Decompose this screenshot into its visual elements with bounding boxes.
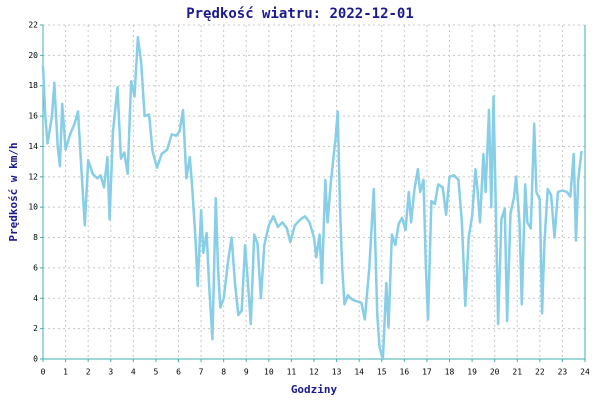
y-tick-label: 22	[28, 21, 38, 30]
line-series	[41, 35, 583, 361]
x-tick-label: 2	[86, 368, 91, 377]
x-tick-label: 10	[264, 368, 274, 377]
x-tick-label: 11	[287, 368, 297, 377]
x-tick-label: 12	[309, 368, 319, 377]
y-tick-label: 4	[33, 294, 38, 303]
y-tick-label: 20	[28, 51, 38, 60]
x-tick-label: 6	[176, 368, 181, 377]
x-tick-label: 22	[535, 368, 545, 377]
y-axis-label: Prędkość w km/h	[7, 142, 20, 241]
x-tick-label: 19	[467, 368, 477, 377]
x-tick-label: 5	[154, 368, 159, 377]
x-tick-label: 23	[558, 368, 568, 377]
x-tick-label: 14	[354, 368, 364, 377]
x-tick-label: 0	[41, 368, 46, 377]
chart-title: Prędkość wiatru: 2022-12-01	[186, 6, 414, 22]
x-tick-label: 16	[400, 368, 410, 377]
y-tick-label: 0	[33, 355, 38, 364]
y-tick-label: 10	[28, 203, 38, 212]
x-tick-label: 18	[445, 368, 455, 377]
y-tick-label: 12	[28, 172, 38, 181]
x-tick-label: 20	[490, 368, 500, 377]
x-tick-label: 3	[108, 368, 113, 377]
x-tick-label: 13	[332, 368, 342, 377]
y-tick-label: 2	[33, 324, 38, 333]
y-tick-label: 8	[33, 233, 38, 242]
x-tick-label: 15	[377, 368, 387, 377]
y-tick-label: 6	[33, 263, 38, 272]
x-tick-label: 9	[244, 368, 249, 377]
x-tick-label: 21	[512, 368, 522, 377]
x-tick-label: 8	[221, 368, 226, 377]
x-tick-label: 24	[580, 368, 590, 377]
x-tick-label: 4	[131, 368, 136, 377]
x-tick-label: 1	[63, 368, 68, 377]
y-tick-label: 14	[28, 142, 38, 151]
x-tick-label: 17	[422, 368, 432, 377]
y-tick-label: 18	[28, 81, 38, 90]
y-tick-label: 16	[28, 112, 38, 121]
x-tick-label: 7	[199, 368, 204, 377]
x-axis-label: Godziny	[291, 383, 338, 396]
